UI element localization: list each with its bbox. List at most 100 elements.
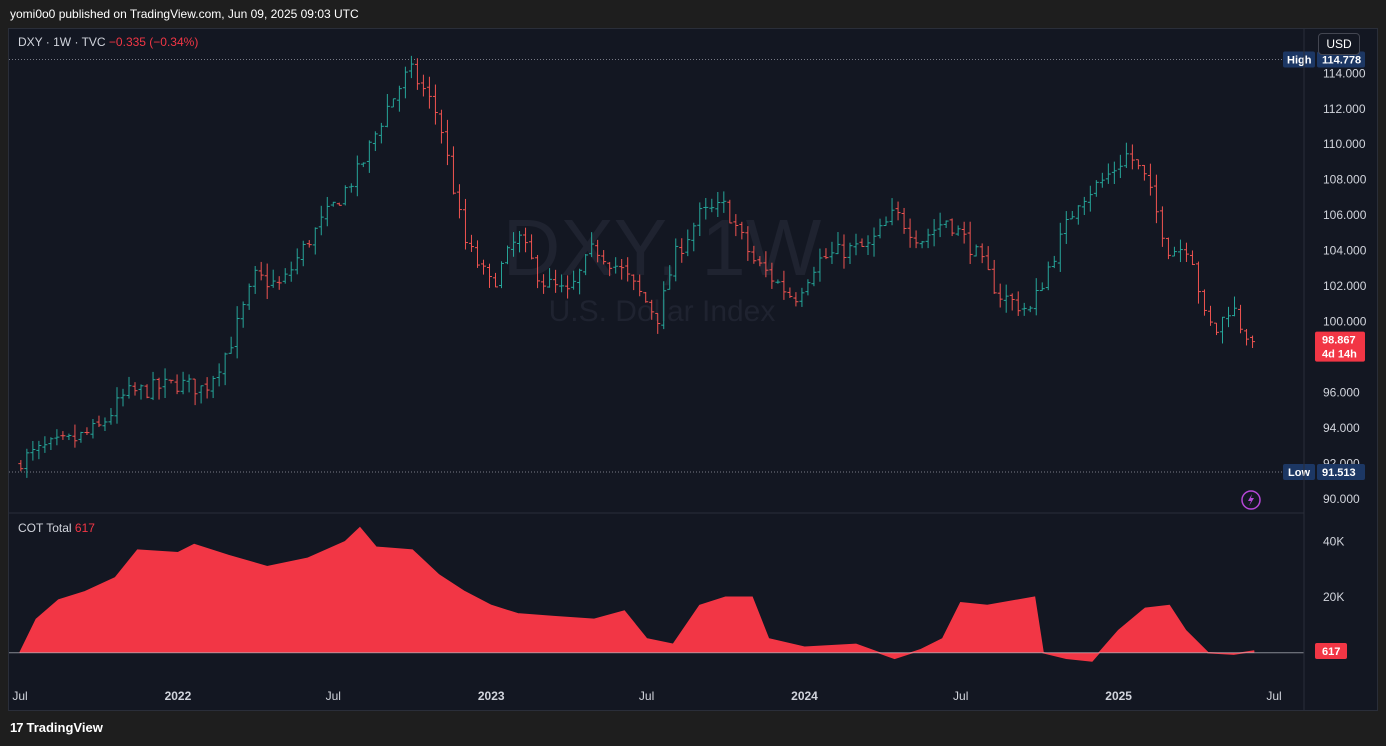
ohlc-bar [745, 226, 751, 261]
ohlc-bar [529, 234, 535, 260]
ohlc-bar [42, 436, 48, 453]
ohlc-bar [108, 408, 114, 425]
ohlc-bar [1051, 255, 1057, 269]
ohlc-bar [829, 241, 835, 264]
ohlc-bar [523, 227, 529, 253]
ohlc-bar [685, 229, 691, 257]
ohlc-bar [517, 231, 523, 253]
price-tick-label: 108.000 [1323, 173, 1367, 187]
ohlc-bar [1105, 163, 1111, 184]
ohlc-bar [354, 155, 360, 197]
ohlc-bar [306, 240, 312, 248]
time-tick-label: 2023 [478, 689, 505, 703]
ohlc-bar [763, 251, 769, 278]
indicator-name[interactable]: COT Total [18, 521, 72, 535]
ohlc-bar [643, 291, 649, 303]
ohlc-bar [366, 140, 372, 173]
alert-icon[interactable] [1241, 490, 1261, 510]
ohlc-bar [739, 221, 745, 240]
ohlc-bar [294, 248, 300, 275]
ohlc-bar [613, 257, 619, 274]
ohlc-bar [402, 66, 408, 99]
ohlc-bar [925, 228, 931, 249]
ohlc-bar [799, 287, 805, 307]
high-tag-label: High [1287, 55, 1312, 67]
ohlc-bar [1111, 161, 1117, 184]
ohlc-bar [733, 214, 739, 237]
price-bars [18, 55, 1256, 478]
ohlc-bar [631, 274, 637, 291]
change-value: −0.335 (−0.34%) [108, 35, 199, 49]
ohlc-bar [444, 119, 450, 166]
ohlc-bar [973, 244, 979, 257]
ohlc-bar [384, 94, 390, 128]
ohlc-bar [474, 240, 480, 268]
ohlc-bar [595, 239, 601, 263]
axes: 90.00092.00094.00096.00098.000100.000102… [12, 66, 1366, 703]
ohlc-bar [817, 248, 823, 282]
watermark-ticker: DXY, 1W [503, 203, 822, 292]
ohlc-bar [48, 437, 54, 450]
ohlc-bar [781, 270, 787, 300]
ohlc-bar [1201, 289, 1207, 316]
ohlc-bar [18, 460, 24, 472]
ohlc-bar [132, 382, 138, 396]
ohlc-bar [853, 233, 859, 256]
ohlc-bar [1238, 304, 1244, 334]
ohlc-bar [835, 232, 841, 255]
ohlc-bar [1183, 242, 1189, 262]
ohlc-bar [583, 254, 589, 276]
currency-button[interactable]: USD [1318, 33, 1360, 55]
ohlc-bar [1250, 335, 1256, 349]
symbol-label[interactable]: DXY · 1W · TVC [18, 35, 106, 49]
ohlc-bar [1087, 185, 1093, 212]
ohlc-bar [493, 272, 499, 288]
ohlc-bar [589, 232, 595, 258]
ohlc-bar [1009, 293, 1015, 311]
ohlc-bar [378, 122, 384, 144]
ohlc-bar [486, 263, 492, 288]
ohlc-bar [1021, 302, 1027, 316]
ohlc-bar [655, 312, 661, 334]
ohlc-bar [811, 266, 817, 287]
time-tick-label: 2024 [791, 689, 818, 703]
price-tick-label: 100.000 [1323, 315, 1367, 329]
ohlc-bar [480, 259, 486, 275]
ohlc-bar [967, 221, 973, 264]
ohlc-bar [234, 306, 240, 359]
ohlc-bar [547, 268, 553, 288]
ohlc-bar [931, 219, 937, 247]
ohlc-bar [997, 283, 1003, 308]
ohlc-bar [276, 276, 282, 290]
price-tick-label: 110.000 [1323, 137, 1366, 151]
ohlc-bar [985, 246, 991, 271]
ohlc-bar [330, 201, 336, 207]
ohlc-bar [787, 287, 793, 299]
time-tick-label: 2022 [165, 689, 192, 703]
ohlc-bar [607, 262, 613, 277]
ohlc-bar [1027, 305, 1033, 313]
ohlc-bar [372, 131, 378, 152]
time-tick-label: Jul [953, 689, 968, 703]
ohlc-bar [210, 375, 216, 399]
tradingview-logo[interactable]: 17 TradingView [10, 720, 103, 735]
ohlc-bar [955, 225, 961, 236]
ohlc-bar [408, 55, 414, 79]
ohlc-bar [883, 216, 889, 226]
ohlc-bar [144, 384, 150, 399]
ohlc-bar [138, 384, 144, 400]
ohlc-bar [312, 227, 318, 255]
price-tick-label: 106.000 [1323, 208, 1367, 222]
price-tick-label: 102.000 [1323, 279, 1367, 293]
ohlc-bar [571, 270, 577, 290]
ohlc-bar [895, 201, 901, 221]
ohlc-bar [360, 162, 366, 168]
ohlc-bar [913, 230, 919, 249]
ohlc-bar [180, 371, 186, 395]
time-tick-label: Jul [12, 689, 27, 703]
ohlc-bar [565, 275, 571, 299]
ohlc-bar [1147, 163, 1153, 196]
indicator-legend: COT Total 617 [18, 521, 95, 535]
ohlc-bar [709, 198, 715, 213]
